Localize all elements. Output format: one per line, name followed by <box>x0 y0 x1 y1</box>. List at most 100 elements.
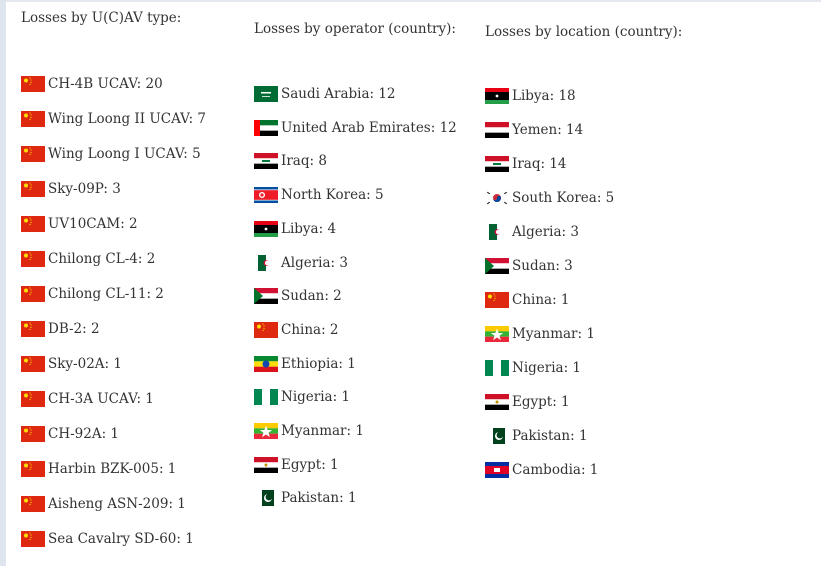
list-item-label: Harbin BZK-005: 1 <box>48 461 177 477</box>
left-border <box>0 0 6 566</box>
list-item-label: Sea Cavalry SD-60: 1 <box>48 531 194 547</box>
top-border <box>6 0 821 2</box>
list-item-label: Algeria: 3 <box>512 224 579 240</box>
list-item: CH-4B UCAV: 20 <box>21 74 163 94</box>
list-item-label: Chilong CL-4: 2 <box>48 251 156 267</box>
list-item: China: 1 <box>485 290 570 310</box>
flag-cn-icon <box>21 251 45 267</box>
list-item: CH-3A UCAV: 1 <box>21 389 154 409</box>
list-item-label: Egypt: 1 <box>281 456 339 473</box>
list-item: Myanmar: 1 <box>485 324 595 344</box>
list-item: Algeria: 3 <box>485 222 579 242</box>
flag-cn-icon <box>254 321 278 338</box>
list-item-label: Nigeria: 1 <box>281 389 351 406</box>
list-item-label: UV10CAM: 2 <box>48 216 138 232</box>
list-item: United Arab Emirates: 12 <box>254 118 457 138</box>
list-item-label: Sky-02A: 1 <box>48 356 122 372</box>
list-item-label: Ethiopia: 1 <box>281 355 356 372</box>
list-item: Algeria: 3 <box>254 253 348 273</box>
list-item: Myanmar: 1 <box>254 421 364 441</box>
flag-cn-icon <box>21 111 45 127</box>
list-item: Egypt: 1 <box>254 455 339 475</box>
list-item-label: Nigeria: 1 <box>512 360 582 376</box>
list-item: Harbin BZK-005: 1 <box>21 459 176 479</box>
flag-pk-icon <box>489 428 505 444</box>
list-item: Libya: 18 <box>485 86 576 106</box>
list-item: Pakistan: 1 <box>485 426 588 446</box>
flag-sd-icon <box>254 288 278 305</box>
column-title: Losses by U(C)AV type: <box>21 10 182 26</box>
list-item: China: 2 <box>254 320 339 340</box>
flag-sa-icon <box>254 86 278 102</box>
flag-kh-icon <box>485 462 509 478</box>
list-item-label: North Korea: 5 <box>281 187 384 204</box>
list-item-label: Chilong CL-11: 2 <box>48 286 164 302</box>
list-item-label: Algeria: 3 <box>281 254 348 271</box>
flag-cn-icon <box>21 146 45 162</box>
list-item-label: Myanmar: 1 <box>281 423 364 439</box>
list-item-label: Libya: 18 <box>512 88 576 104</box>
flag-cn-icon <box>21 356 45 372</box>
list-item: Nigeria: 1 <box>254 387 350 407</box>
list-item-label: Myanmar: 1 <box>512 326 595 342</box>
list-item: Sky-09P: 3 <box>21 179 121 199</box>
list-item: DB-2: 2 <box>21 319 100 339</box>
flag-cn-icon <box>21 216 45 232</box>
flag-cn-icon <box>485 292 509 308</box>
list-item-label: Iraq: 14 <box>512 156 567 172</box>
list-item-label: China: 1 <box>512 292 570 308</box>
flag-cn-icon <box>21 531 45 547</box>
flag-ng-icon <box>485 360 509 376</box>
flag-ae-icon <box>254 119 278 136</box>
list-item: Cambodia: 1 <box>485 460 598 480</box>
flag-cn-icon <box>21 321 45 337</box>
list-item: Sudan: 3 <box>485 256 573 276</box>
flag-cn-icon <box>21 496 45 512</box>
column-title: Losses by operator (country): <box>254 21 456 37</box>
list-item: Sudan: 2 <box>254 286 342 306</box>
list-item: Wing Loong II UCAV: 7 <box>21 109 206 129</box>
list-item-label: China: 2 <box>281 321 339 338</box>
flag-eg-icon <box>485 394 509 410</box>
flag-kr-icon <box>485 190 509 206</box>
flag-cn-icon <box>21 426 45 442</box>
list-item-label: Yemen: 14 <box>512 122 584 138</box>
flag-cn-icon <box>21 286 45 302</box>
list-item: Sea Cavalry SD-60: 1 <box>21 529 194 549</box>
list-item-label: Wing Loong II UCAV: 7 <box>48 111 206 127</box>
list-item: Wing Loong I UCAV: 5 <box>21 144 201 164</box>
flag-ye-icon <box>485 122 509 138</box>
flag-et-icon <box>254 355 278 372</box>
list-item-label: CH-4B UCAV: 20 <box>48 76 163 92</box>
flag-cn-icon <box>21 461 45 477</box>
list-item: South Korea: 5 <box>485 188 614 208</box>
list-item: CH-92A: 1 <box>21 424 119 444</box>
list-item-label: Aisheng ASN-209: 1 <box>48 496 186 512</box>
list-item-label: Cambodia: 1 <box>512 462 599 478</box>
flag-ly-icon <box>254 220 278 237</box>
list-item-label: United Arab Emirates: 12 <box>281 119 457 136</box>
list-item-label: Libya: 4 <box>281 220 337 237</box>
list-item: North Korea: 5 <box>254 185 384 205</box>
list-item: Pakistan: 1 <box>254 488 357 508</box>
list-item-label: Sudan: 3 <box>512 258 573 274</box>
list-item-label: Sudan: 2 <box>281 288 342 305</box>
list-item: UV10CAM: 2 <box>21 214 138 234</box>
flag-dz-icon <box>489 224 505 240</box>
flag-pk-icon <box>258 490 274 507</box>
list-item: Chilong CL-4: 2 <box>21 249 155 269</box>
flag-cn-icon <box>21 76 45 92</box>
list-item: Aisheng ASN-209: 1 <box>21 494 186 514</box>
list-item-label: DB-2: 2 <box>48 321 100 337</box>
flag-eg-icon <box>254 456 278 473</box>
losses-by-type-column: Losses by U(C)AV type: CH-4B UCAV: 20 Win… <box>21 10 206 547</box>
flag-iq-icon <box>254 153 278 170</box>
flag-ly-icon <box>485 88 509 104</box>
list-item-label: CH-92A: 1 <box>48 426 120 442</box>
list-item: Iraq: 8 <box>254 151 327 171</box>
list-item-label: Egypt: 1 <box>512 394 570 410</box>
list-item-label: Iraq: 8 <box>281 153 327 170</box>
list-item: Nigeria: 1 <box>485 358 581 378</box>
losses-by-location-column: Losses by location (country): Libya: 18 Y… <box>485 24 682 478</box>
flag-cn-icon <box>21 391 45 407</box>
